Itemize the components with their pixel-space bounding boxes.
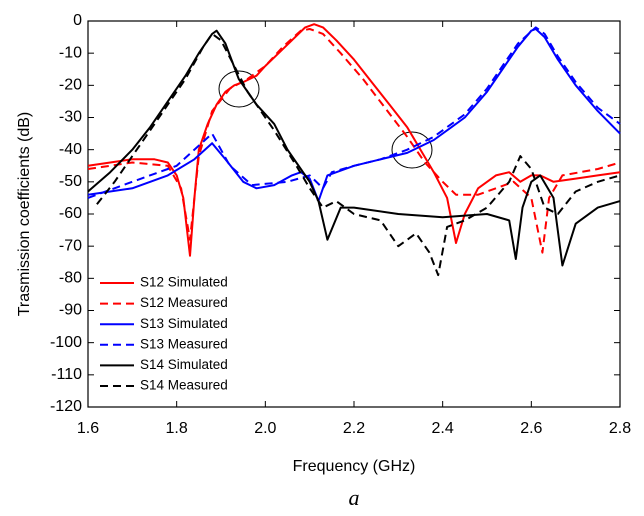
- y-tick-label: -110: [51, 366, 82, 383]
- y-axis-label: Trasmission coefficients (dB): [16, 112, 33, 317]
- x-tick-label: 2.8: [609, 420, 631, 437]
- x-tick-label: 2.4: [432, 420, 454, 437]
- x-tick-label: 2.2: [343, 420, 365, 437]
- y-tick-label: -100: [50, 334, 82, 351]
- series-line: [87, 26, 621, 199]
- series-line: [96, 32, 621, 277]
- x-tick-label: 1.6: [77, 420, 99, 437]
- series-line: [87, 28, 621, 254]
- x-tick-label: 2.0: [254, 420, 276, 437]
- legend-label: S13 Measured: [140, 336, 228, 351]
- x-axis-label: Frequency (GHz): [293, 458, 416, 475]
- y-tick-label: -80: [59, 270, 82, 287]
- y-tick-label: -10: [59, 44, 82, 61]
- y-tick-label: -70: [59, 237, 82, 254]
- annotation-circle: [391, 131, 433, 169]
- y-tick-label: -20: [59, 77, 82, 94]
- y-tick-label: -90: [59, 302, 82, 319]
- y-tick-label: -120: [50, 398, 82, 415]
- legend-label: S12 Simulated: [140, 275, 228, 290]
- caption: a: [349, 485, 360, 510]
- series-line: [87, 23, 621, 257]
- y-tick-label: -30: [59, 109, 82, 126]
- y-tick-label: -40: [59, 141, 82, 158]
- series-line: [87, 29, 621, 267]
- y-tick-label: 0: [73, 12, 82, 29]
- legend-label: S14 Simulated: [140, 357, 228, 372]
- y-tick-label: -50: [59, 173, 82, 190]
- y-tick-label: -60: [59, 205, 82, 222]
- x-tick-label: 2.6: [520, 420, 542, 437]
- annotation-circle: [218, 70, 260, 108]
- legend-label: S14 Measured: [140, 378, 228, 393]
- legend-label: S13 Simulated: [140, 316, 228, 331]
- x-tick-label: 1.8: [166, 420, 188, 437]
- legend-label: S12 Measured: [140, 295, 228, 310]
